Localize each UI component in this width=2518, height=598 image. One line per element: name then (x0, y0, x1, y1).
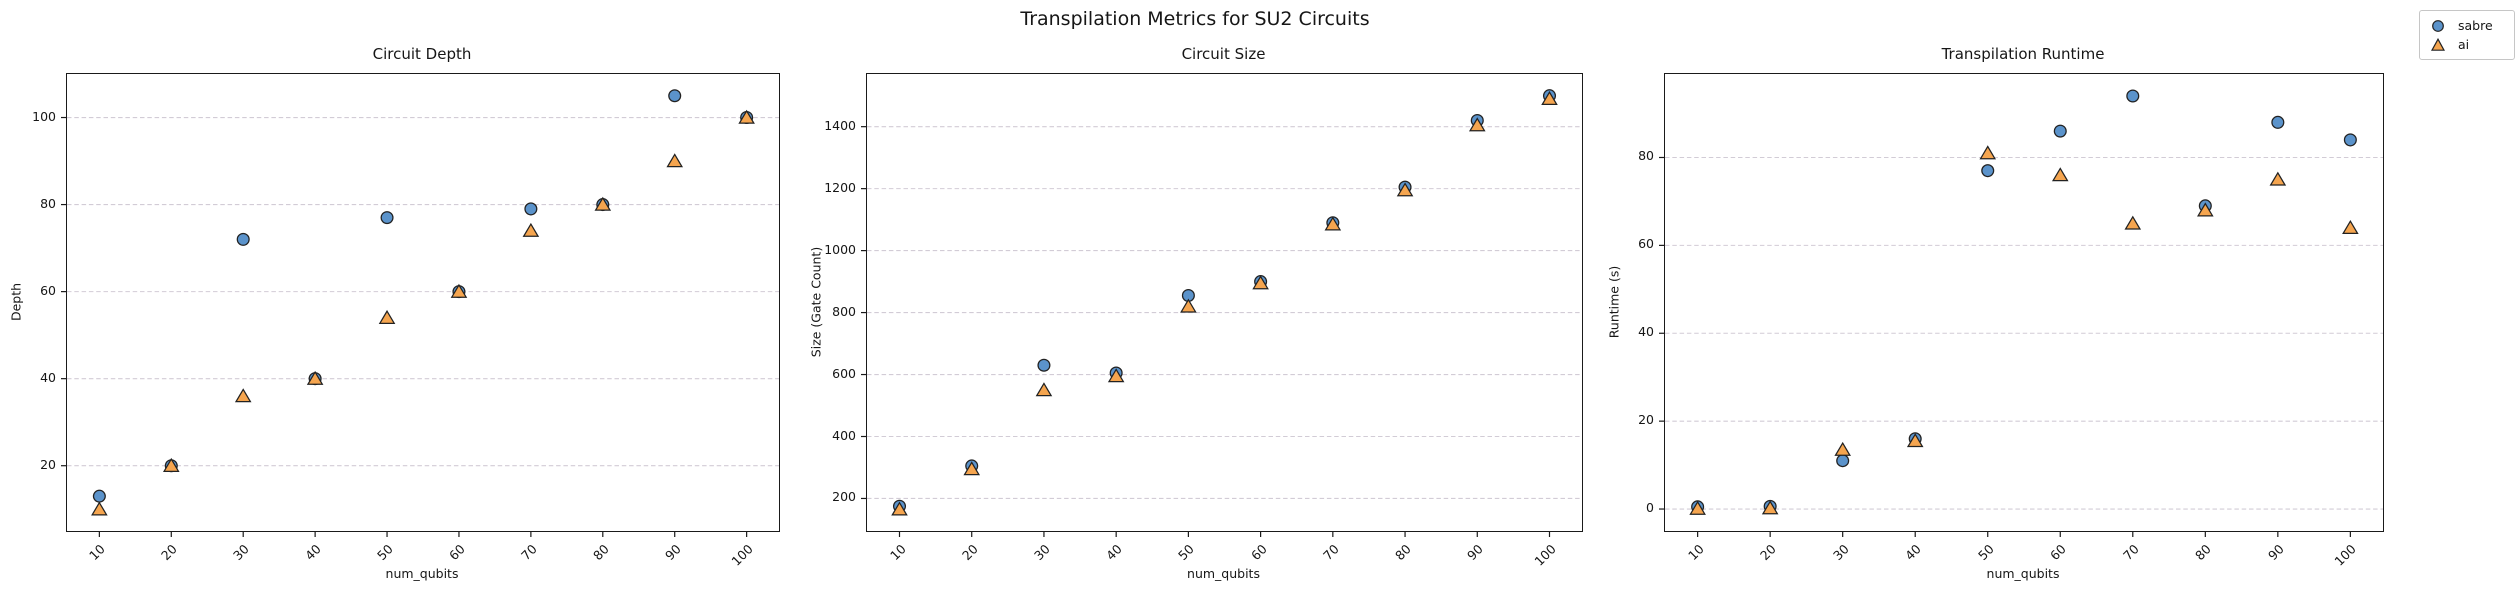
x-axis-label-circuit-size: num_qubits (1187, 566, 1260, 581)
y-tick-label: 20 (1638, 412, 1654, 428)
scatter-point-sabre (1981, 164, 1995, 178)
y-tick-label: 80 (1638, 148, 1654, 164)
scatter-point-ai (738, 109, 755, 124)
scatter-point-ai (2342, 219, 2359, 235)
scatter-point-ai (2124, 215, 2142, 230)
scatter-point-ai (1541, 90, 1558, 106)
plot-svg (861, 89, 1582, 537)
circuit-depth-plot-area (61, 73, 780, 537)
y-tick-label: 1400 (824, 117, 856, 133)
scatter-point-ai (522, 222, 540, 237)
scatter-point-ai (1035, 382, 1053, 397)
scatter-point-ai (2051, 167, 2069, 182)
legend-label-sabre: sabre (2458, 18, 2493, 33)
y-tick-label: 40 (1638, 324, 1654, 340)
scatter-point-ai (1979, 145, 1997, 160)
y-tick-label: 600 (832, 365, 856, 381)
scatter-point-sabre (92, 489, 106, 503)
scatter-point-ai (1689, 500, 1706, 515)
scatter-point-ai (1396, 182, 1414, 197)
y-tick-label: 800 (832, 303, 856, 319)
subplot-title-transpilation-runtime: Transpilation Runtime (1941, 45, 2105, 63)
scatter-point-sabre (524, 202, 538, 216)
plot-svg (61, 89, 779, 537)
scatter-point-sabre (380, 211, 394, 225)
scatter-point-ai (594, 196, 612, 211)
y-tick-label: 1200 (824, 179, 856, 195)
scatter-point-sabre (2343, 133, 2357, 147)
scatter-point-ai (1761, 500, 1779, 515)
y-tick-label: 1000 (824, 241, 856, 257)
y-axis-label-circuit-size: Size (Gate Count) (808, 246, 824, 357)
scatter-point-sabre (1836, 454, 1850, 468)
scatter-point-ai (963, 461, 981, 476)
circuit-size-plot-area (861, 73, 1583, 537)
scatter-point-sabre (2126, 89, 2140, 103)
scatter-point-ai (666, 153, 684, 168)
scatter-point-ai (1252, 275, 1269, 290)
x-axis-label-transpilation-runtime: num_qubits (1986, 566, 2060, 581)
scatter-point-ai (1107, 368, 1125, 383)
scatter-point-sabre (236, 232, 250, 246)
sabre-circle-icon (2430, 18, 2446, 34)
ai-triangle-icon (2430, 37, 2446, 53)
scatter-point-ai (91, 501, 108, 516)
scatter-point-ai (1834, 441, 1851, 456)
scatter-point-sabre (2271, 115, 2285, 129)
subplot-title-circuit-size: Circuit Size (1181, 45, 1266, 63)
scatter-point-ai (378, 309, 396, 324)
scatter-point-ai (1180, 298, 1197, 313)
scatter-point-sabre (1037, 358, 1051, 372)
scatter-point-sabre (668, 89, 682, 103)
y-tick-label: 60 (40, 282, 56, 298)
y-tick-label: 0 (1646, 500, 1654, 516)
scatter-point-ai (306, 370, 324, 385)
y-tick-label: 60 (1638, 236, 1654, 252)
y-tick-label: 40 (40, 369, 56, 385)
y-tick-label: 100 (32, 108, 56, 124)
plot-svg (1659, 89, 2383, 537)
scatter-point-ai (1468, 117, 1486, 132)
y-tick-label: 200 (832, 489, 856, 505)
transpilation-runtime-plot-area (1659, 73, 2384, 537)
legend: sabre ai (2419, 10, 2515, 60)
scatter-point-ai (2197, 202, 2214, 217)
legend-entry-sabre: sabre (2430, 16, 2514, 35)
scatter-point-ai (1324, 216, 1342, 231)
legend-entry-ai: ai (2430, 35, 2514, 54)
scatter-point-ai (162, 457, 180, 472)
scatter-point-ai (234, 388, 252, 403)
scatter-point-sabre (2053, 124, 2067, 138)
y-tick-label: 80 (40, 195, 56, 211)
subplot-title-circuit-depth: Circuit Depth (372, 45, 472, 63)
x-axis-label-circuit-depth: num_qubits (385, 566, 459, 581)
legend-label-ai: ai (2458, 37, 2470, 52)
scatter-point-ai (450, 283, 468, 298)
scatter-point-ai (891, 501, 908, 516)
scatter-point-ai (1906, 433, 1924, 448)
y-tick-label: 400 (832, 427, 856, 443)
y-tick-label: 20 (40, 456, 56, 472)
scatter-point-ai (2269, 171, 2287, 186)
figure-title: Transpilation Metrics for SU2 Circuits (1020, 8, 1370, 30)
